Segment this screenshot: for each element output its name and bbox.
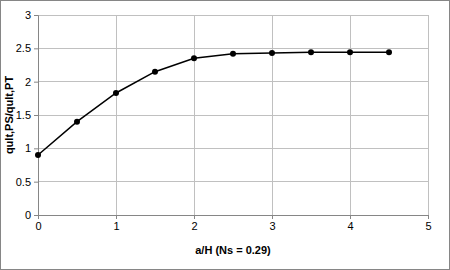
marker	[347, 49, 353, 55]
y-axis-tick-mark	[34, 82, 38, 83]
x-axis-tick-mark	[116, 215, 117, 219]
x-axis-tick-label: 0	[35, 220, 41, 232]
y-axis-tick-mark	[34, 182, 38, 183]
y-axis-title: qult,PS/qult,PT	[3, 76, 15, 154]
series	[35, 49, 392, 158]
plot: 0 1 2 3 4 5 0 0.5 1 1.5 2 2.5 3	[16, 9, 432, 232]
grid-line-y	[38, 15, 428, 16]
y-axis-tick-label: 0.5	[16, 176, 31, 188]
x-axis-line	[39, 216, 429, 220]
y-axis-tick-label: 1.5	[16, 109, 31, 121]
grid-line-x	[428, 15, 429, 215]
x-axis-tick-label: 4	[347, 220, 353, 232]
y-axis: 0 0.5 1 1.5 2 2.5 3	[16, 9, 39, 221]
x-axis-tick-label: 5	[425, 220, 431, 232]
y-axis-tick-label: 2.5	[16, 42, 31, 54]
grid-line-y	[38, 181, 428, 182]
grid-line-x	[272, 15, 273, 215]
marker	[191, 55, 197, 61]
marker	[269, 50, 275, 56]
x-axis-title: a/H (Ns = 0.29)	[195, 244, 271, 256]
grid-line-y	[38, 115, 428, 116]
y-axis-tick: 3	[25, 9, 38, 21]
x-axis-tick: 2	[191, 215, 197, 232]
y-axis-line	[34, 16, 39, 216]
marker	[35, 152, 41, 158]
x-axis-tick: 4	[347, 215, 353, 232]
y-axis-tick-mark	[34, 215, 38, 216]
grid-line-x	[194, 15, 195, 215]
x-axis-tick: 5	[425, 215, 431, 232]
grid	[38, 15, 428, 215]
x-axis-tick-mark	[350, 215, 351, 219]
marker	[308, 49, 314, 55]
y-axis-tick-label: 2	[25, 76, 31, 88]
y-axis-tick: 2.5	[16, 42, 38, 54]
grid-line-y	[38, 48, 428, 49]
x-axis-tick-label: 3	[269, 220, 275, 232]
y-axis-tick-mark	[34, 15, 38, 16]
marker	[386, 49, 392, 55]
y-axis-tick-label: 0	[25, 209, 31, 221]
x-axis-tick: 1	[113, 215, 119, 232]
marker	[74, 119, 80, 125]
y-axis-tick-mark	[34, 148, 38, 149]
grid-line-y	[38, 148, 428, 149]
x-axis-tick: 0	[35, 215, 41, 232]
y-axis-tick-label: 1	[25, 142, 31, 154]
x-axis-tick-label: 2	[191, 220, 197, 232]
grid-line-x	[350, 15, 351, 215]
x-axis: 0 1 2 3 4 5	[35, 215, 431, 232]
y-axis-tick-mark	[34, 48, 38, 49]
y-axis-tick-label: 3	[25, 9, 31, 21]
y-axis-tick-mark	[34, 115, 38, 116]
x-axis-tick-mark	[194, 215, 195, 219]
marker	[230, 51, 236, 57]
x-axis-tick: 3	[269, 215, 275, 232]
y-axis-tick: 0	[25, 209, 38, 221]
x-axis-tick-mark	[428, 215, 429, 219]
grid-line-y	[38, 81, 428, 82]
grid-line-x	[116, 15, 117, 215]
y-axis-tick: 0.5	[16, 176, 38, 188]
marker	[152, 69, 158, 75]
y-axis-tick: 1	[25, 142, 38, 154]
x-axis-tick-label: 1	[113, 220, 119, 232]
x-axis-tick-mark	[272, 215, 273, 219]
line	[38, 52, 389, 155]
marker	[113, 90, 119, 96]
y-axis-tick: 1.5	[16, 109, 38, 121]
chart-border	[1, 1, 450, 270]
chart: 0 1 2 3 4 5 0 0.5 1 1.5 2 2.5 3 a/H (Ns = 0.29) qult,P…	[0, 0, 450, 270]
y-axis-tick: 2	[25, 76, 38, 88]
